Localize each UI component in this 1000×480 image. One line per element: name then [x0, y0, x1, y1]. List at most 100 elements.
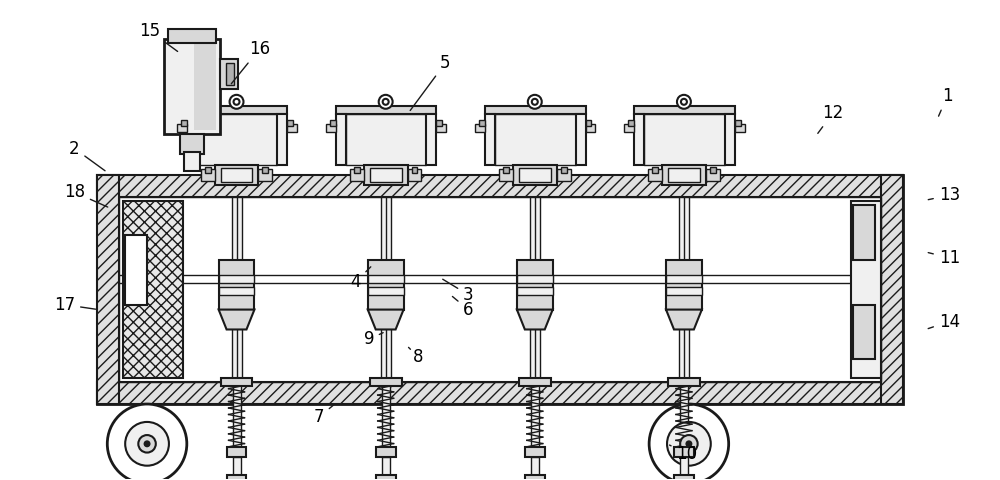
Bar	[226, 63, 234, 85]
Circle shape	[383, 99, 389, 105]
Bar	[370, 168, 402, 182]
Bar	[187, 114, 197, 166]
Circle shape	[649, 404, 729, 480]
Bar	[666, 287, 702, 295]
Text: 17: 17	[54, 296, 96, 313]
Bar	[561, 168, 567, 173]
Bar	[853, 305, 875, 360]
Circle shape	[230, 95, 243, 109]
Bar	[382, 457, 390, 477]
Bar	[668, 168, 700, 182]
Bar	[354, 168, 360, 173]
Bar	[557, 169, 571, 181]
Bar	[364, 166, 408, 185]
Text: 6: 6	[452, 297, 473, 319]
Bar	[97, 175, 903, 404]
Bar	[370, 378, 402, 386]
Bar	[215, 166, 258, 185]
Bar	[668, 378, 700, 386]
Bar	[517, 287, 553, 295]
Bar	[706, 169, 720, 181]
Bar	[499, 169, 513, 181]
Bar	[674, 447, 694, 457]
Bar	[221, 168, 252, 182]
Circle shape	[138, 435, 156, 453]
Bar	[679, 197, 689, 382]
Bar	[194, 43, 216, 130]
Bar	[227, 475, 246, 480]
Polygon shape	[666, 310, 702, 329]
Bar	[666, 275, 702, 283]
Bar	[408, 169, 421, 181]
Bar	[624, 124, 634, 132]
Bar	[678, 166, 690, 175]
Bar	[382, 382, 390, 447]
Bar	[258, 169, 272, 181]
Bar	[376, 475, 396, 480]
Bar	[227, 447, 246, 457]
Bar	[412, 168, 417, 173]
Bar	[187, 106, 287, 114]
Circle shape	[532, 99, 538, 105]
Bar	[231, 166, 242, 175]
Bar	[197, 114, 277, 166]
Bar	[219, 287, 254, 295]
Text: 18: 18	[64, 183, 108, 207]
Bar	[648, 169, 662, 181]
Text: 3: 3	[443, 279, 473, 304]
Bar	[123, 201, 183, 378]
Bar	[652, 168, 658, 173]
Circle shape	[681, 99, 687, 105]
Bar	[262, 168, 268, 173]
Bar	[346, 114, 426, 166]
Bar	[219, 260, 254, 310]
Bar	[576, 114, 586, 166]
Bar	[735, 120, 741, 126]
Bar	[232, 197, 242, 382]
Bar	[220, 59, 238, 89]
Bar	[184, 152, 200, 171]
Bar	[735, 124, 745, 132]
Bar	[475, 124, 485, 132]
Polygon shape	[219, 310, 254, 329]
Bar	[680, 457, 688, 477]
Bar	[634, 106, 735, 114]
Bar	[525, 475, 545, 480]
Text: 15: 15	[139, 22, 178, 51]
Text: 12: 12	[818, 104, 844, 133]
Bar	[164, 39, 220, 133]
Text: 16: 16	[231, 40, 270, 84]
Text: 13: 13	[928, 186, 960, 204]
Bar	[517, 275, 553, 283]
Bar	[725, 114, 735, 166]
Circle shape	[686, 441, 692, 446]
Bar	[97, 175, 119, 404]
Bar	[177, 124, 187, 132]
Bar	[485, 114, 495, 166]
Circle shape	[379, 95, 393, 109]
Bar	[376, 447, 396, 457]
Circle shape	[680, 435, 698, 453]
Bar	[513, 166, 557, 185]
Circle shape	[528, 95, 542, 109]
Bar	[485, 106, 586, 114]
Bar	[368, 260, 404, 310]
Circle shape	[125, 422, 169, 466]
Bar	[97, 382, 903, 404]
Bar	[531, 382, 539, 447]
Bar	[586, 120, 591, 126]
Bar	[517, 260, 553, 310]
Circle shape	[144, 441, 150, 446]
Text: 4: 4	[351, 267, 371, 291]
Bar	[277, 114, 287, 166]
Bar	[531, 457, 539, 477]
Bar	[529, 166, 541, 175]
Bar	[644, 114, 725, 166]
Bar	[119, 197, 881, 382]
Bar	[503, 168, 509, 173]
Bar	[350, 169, 364, 181]
Bar	[881, 175, 903, 404]
Bar	[519, 168, 551, 182]
Bar	[586, 124, 595, 132]
Bar	[336, 114, 346, 166]
